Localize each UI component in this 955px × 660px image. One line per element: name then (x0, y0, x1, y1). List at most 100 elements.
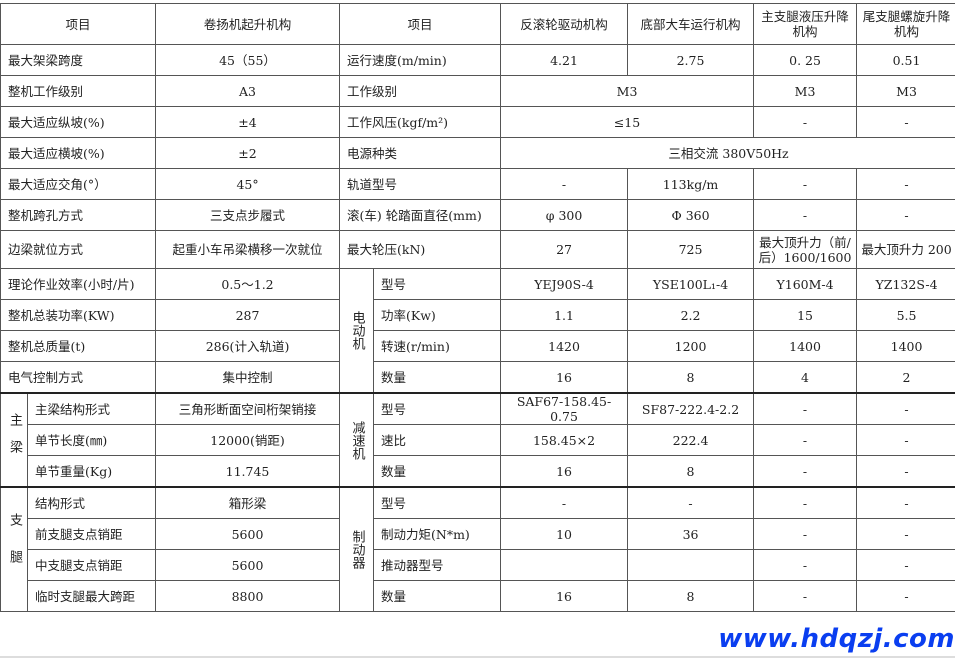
value-cell: - (500, 486, 629, 519)
table-row: 整机总质量(t) 286(计入轨道) 转速(r/min) 1420 1200 1400… (0, 330, 955, 362)
value-cell: - (753, 518, 858, 550)
label-cell: 电源种类 (339, 137, 502, 169)
label-cell: 型号 (373, 486, 502, 519)
label-cell: 数量 (373, 580, 502, 612)
value-cell: M3 (500, 75, 755, 107)
label-cell: 边梁就位方式 (0, 230, 157, 269)
value-cell: - (753, 549, 858, 581)
value-cell: 12000(销距) (155, 424, 341, 456)
value-cell: YSE100L₁-4 (627, 268, 755, 300)
table-row: 最大架梁跨度 45（55） 运行速度(m/min) 4.21 2.75 0. 25 0.… (0, 44, 955, 76)
value-cell: 起重小车吊梁横移一次就位 (155, 230, 341, 269)
value-cell: Φ 360 (627, 199, 755, 231)
label-cell: 整机总质量(t) (0, 330, 157, 362)
value-cell: - (753, 106, 858, 138)
value-cell: 最大顶升力（前/后）1600/1600 (753, 230, 858, 269)
header-row: 项目 卷扬机起升机构 项目 反滚轮驱动机构 底部大车运行机构 主支腿液压升降机构… (0, 3, 955, 45)
value-cell: 8 (627, 361, 755, 394)
label-cell: 最大适应横坡(%) (0, 137, 157, 169)
value-cell: 三相交流 380V50Hz (500, 137, 955, 169)
value-cell: 5600 (155, 518, 341, 550)
value-cell (500, 549, 629, 581)
value-cell (627, 549, 755, 581)
group-label-motor: 电动机 (339, 268, 375, 394)
label-cell: 最大适应纵坡(%) (0, 106, 157, 138)
value-cell: - (753, 580, 858, 612)
value-cell: - (753, 392, 858, 425)
value-cell: 27 (500, 230, 629, 269)
table-row: 整机跨孔方式 三支点步履式 滚(车) 轮踏面直径(mm) φ 300 Φ 360- - (0, 199, 955, 231)
value-cell: 36 (627, 518, 755, 550)
header-cell: 项目 (339, 3, 502, 45)
header-cell: 反滚轮驱动机构 (500, 3, 629, 45)
value-cell: 三支点步履式 (155, 199, 341, 231)
value-cell: SAF67-158.45-0.75 (500, 392, 629, 425)
value-cell: ±2 (155, 137, 341, 169)
value-cell: 1400 (856, 330, 955, 362)
value-cell: - (753, 199, 858, 231)
table-row: 前支腿支点销距 5600 制动力矩(N*m) 10 36- - (1, 518, 955, 550)
value-cell: 2 (856, 361, 955, 394)
label-cell: 主梁结构形式 (26, 392, 157, 425)
value-cell: SF87-222.4-2.2 (627, 392, 755, 425)
value-cell: 1420 (500, 330, 629, 362)
value-cell: YEJ90S-4 (500, 268, 629, 300)
group-label-reducer: 减速机 (339, 392, 375, 488)
table-row: 整机总装功率(KW) 287 功率(Kw) 1.1 2.2 15 5.5 (0, 299, 955, 331)
value-cell: 1400 (753, 330, 858, 362)
value-cell: - (753, 168, 858, 200)
header-cell: 底部大车运行机构 (627, 3, 755, 45)
value-cell: 8 (627, 455, 755, 488)
value-cell: 45° (155, 168, 341, 200)
label-cell: 滚(车) 轮踏面直径(mm) (339, 199, 502, 231)
group-label-main-beam: 主梁 (0, 392, 28, 488)
value-cell: - (753, 424, 858, 456)
value-cell: ±4 (155, 106, 341, 138)
value-cell: - (856, 424, 955, 456)
value-cell: - (856, 168, 955, 200)
label-cell: 最大适应交角(°） (0, 168, 157, 200)
label-cell: 理论作业效率(小时/片) (0, 268, 157, 300)
header-cell: 主支腿液压升降机构 (753, 3, 858, 45)
header-cell: 尾支腿螺旋升降机构 (856, 3, 955, 45)
label-cell: 转速(r/min) (373, 330, 502, 362)
value-cell: - (856, 549, 955, 581)
value-cell: 11.745 (155, 455, 341, 488)
value-cell: - (856, 199, 955, 231)
value-cell: 0.5～1.2 (155, 268, 341, 300)
header-cell: 项目 (0, 3, 157, 45)
label-cell: 最大架梁跨度 (0, 44, 157, 76)
value-cell: 1.1 (500, 299, 629, 331)
table-row: 单节重量(Kg) 11.745 数量 16 8- - (1, 455, 955, 488)
value-cell: 2.75 (627, 44, 755, 76)
value-cell: φ 300 (500, 199, 629, 231)
label-cell: 数量 (373, 361, 502, 394)
label-cell: 最大轮压(kN) (339, 230, 502, 269)
label-cell: 速比 (373, 424, 502, 456)
value-cell: - (856, 455, 955, 488)
label-cell: 工作风压(kgf/m²) (339, 106, 502, 138)
value-cell: 286(计入轨道) (155, 330, 341, 362)
table-row: 整机工作级别 A3 工作级别 M3 M3 M3 (0, 75, 955, 107)
header-cell: 卷扬机起升机构 (155, 3, 341, 45)
value-cell: 最大顶升力 200 (856, 230, 955, 269)
value-cell: 8800 (155, 580, 341, 612)
value-cell: 725 (627, 230, 755, 269)
value-cell: 8 (627, 580, 755, 612)
value-cell: - (856, 518, 955, 550)
table-row: 单节长度(㎜) 12000(销距) 速比 158.45×2 222.4- - (1, 424, 955, 456)
value-cell: - (753, 486, 858, 519)
value-cell: - (856, 486, 955, 519)
spec-table: 项目 卷扬机起升机构 项目 反滚轮驱动机构 底部大车运行机构 主支腿液压升降机构… (0, 3, 955, 612)
label-cell: 数量 (373, 455, 502, 488)
value-cell: - (753, 455, 858, 488)
label-cell: 单节长度(㎜) (26, 424, 157, 456)
value-cell: M3 (856, 75, 955, 107)
value-cell: 0.51 (856, 44, 955, 76)
value-cell: 10 (500, 518, 629, 550)
label-cell: 整机总装功率(KW) (0, 299, 157, 331)
label-cell: 工作级别 (339, 75, 502, 107)
label-cell: 功率(Kw) (373, 299, 502, 331)
value-cell: 2.2 (627, 299, 755, 331)
label-cell: 轨道型号 (339, 168, 502, 200)
